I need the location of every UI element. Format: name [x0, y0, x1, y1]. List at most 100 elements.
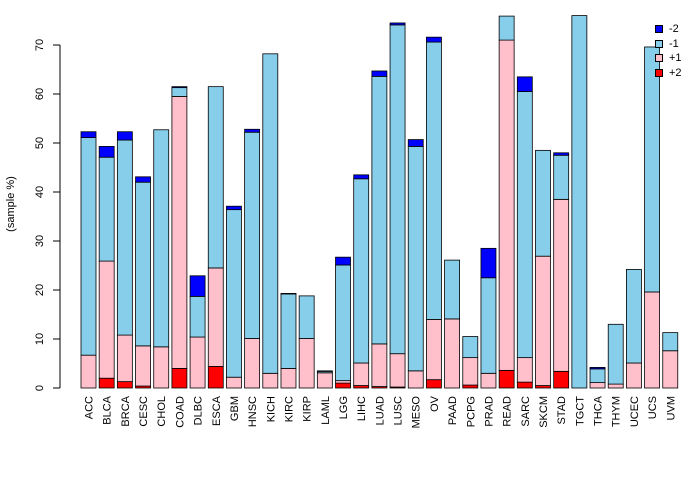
bar-segment-ov-minus1	[426, 41, 442, 320]
bar-segment-blca-plus2	[98, 377, 115, 389]
bar-segment-lusc-minus1	[389, 24, 406, 355]
legend-label: +1	[669, 52, 682, 65]
bar-segment-lihc-plus1	[353, 362, 370, 386]
x-tick-label-dlbc: DLBC	[193, 396, 205, 425]
bar-segment-lgg-minus1	[335, 264, 351, 382]
bar-segment-brca-minus2	[116, 131, 133, 141]
bar-segment-thca-minus2	[589, 367, 606, 370]
bar-segment-coad-minus2	[171, 86, 188, 89]
x-tick-label-gbm: GBM	[229, 396, 241, 421]
bar-segment-ucs-minus1	[644, 46, 660, 293]
bar-segment-sarc-plus1	[516, 357, 533, 383]
x-tick-label-meso: MESO	[411, 396, 423, 429]
y-tick-label: 60	[34, 88, 46, 100]
bar-segment-sarc-minus2	[516, 76, 533, 92]
bar-segment-ucec-plus1	[626, 362, 642, 389]
legend: -2 -1 +1 +2	[655, 22, 682, 80]
bar-segment-pcpg-plus2	[462, 384, 479, 389]
bar-segment-hnsc-minus1	[244, 131, 261, 339]
x-tick-label-tgct: TGCT	[574, 396, 586, 426]
bar-segment-chol-minus1	[153, 129, 170, 348]
bar-segment-dlbc-plus1	[189, 336, 206, 389]
bar-segment-laml-plus1	[316, 372, 333, 389]
bar-segment-cesc-plus1	[135, 345, 151, 387]
bar-segment-ucec-minus1	[626, 269, 642, 364]
bar-segment-ov-plus2	[426, 379, 442, 389]
x-tick-label-prad: PRAD	[483, 396, 495, 427]
legend-item: -1	[655, 37, 682, 52]
x-axis-labels: ACC BLCA BRCA CESC CHOL COAD DLBC ESCA GBM HNSC KI…	[84, 395, 678, 428]
bar-segment-lgg-plus2	[335, 382, 351, 389]
bar-segment-chol-plus1	[153, 346, 170, 389]
bar-segment-gbm-minus2	[226, 205, 242, 211]
legend-swatch	[655, 68, 663, 77]
legend-item: +1	[655, 51, 682, 66]
bar-segment-kich-plus1	[262, 372, 279, 389]
x-tick-label-acc: ACC	[84, 396, 96, 419]
x-tick-label-sarc: SARC	[520, 396, 532, 427]
legend-label: -1	[669, 37, 679, 50]
bar-segment-meso-plus1	[407, 370, 424, 389]
legend-item: -2	[655, 22, 682, 37]
x-tick-label-lihc: LIHC	[356, 396, 368, 421]
legend-swatch	[655, 54, 663, 63]
bar-segment-meso-minus2	[407, 139, 424, 147]
bar-segment-ov-plus1	[426, 318, 442, 381]
y-tick-label: 40	[34, 186, 46, 198]
x-tick-label-ucec: UCEC	[629, 396, 641, 427]
x-tick-label-ov: OV	[429, 395, 441, 412]
x-tick-label-coad: COAD	[174, 396, 186, 428]
legend-swatch	[655, 25, 663, 34]
bar-segment-prad-minus2	[480, 247, 497, 279]
bar-segment-meso-minus1	[407, 146, 424, 372]
bar-segment-brca-plus1	[116, 334, 133, 383]
bar-segment-dlbc-minus1	[189, 295, 206, 338]
x-tick-label-brca: BRCA	[120, 395, 132, 426]
bar-segment-brca-minus1	[116, 139, 133, 336]
bar-segment-stad-minus1	[553, 154, 570, 200]
bar-segment-esca-plus1	[207, 267, 224, 367]
bar-segment-paad-minus1	[444, 259, 461, 320]
bar-segment-read-minus1	[498, 15, 515, 41]
bar-segment-acc-minus2	[80, 131, 97, 139]
y-tick-label: 0	[34, 385, 46, 391]
x-tick-label-kirp: KIRP	[302, 396, 314, 422]
bar-segment-uvm-minus1	[662, 332, 679, 352]
bar-segment-coad-plus2	[171, 367, 188, 389]
bar-segment-lusc-minus2	[389, 22, 406, 26]
bar-segment-read-plus2	[498, 369, 515, 389]
bar-segment-ucs-plus1	[644, 291, 660, 389]
bar-segment-prad-plus1	[480, 372, 497, 389]
bar-segment-kirc-minus1	[280, 293, 297, 369]
bar-segment-luad-plus1	[371, 343, 388, 387]
y-tick-label: 20	[34, 284, 46, 296]
y-axis-label: (sample %)	[5, 176, 17, 232]
bar-segment-coad-minus1	[171, 87, 188, 97]
x-tick-label-uvm: UVM	[665, 396, 677, 420]
x-tick-label-stad: STAD	[556, 396, 568, 425]
x-tick-label-hnsc: HNSC	[247, 396, 259, 427]
legend-label: +2	[669, 66, 682, 79]
bar-segment-lihc-minus2	[353, 174, 370, 180]
bar-segment-blca-plus1	[98, 260, 115, 379]
bar-segment-pcpg-minus1	[462, 336, 479, 359]
y-tick-label: 70	[34, 39, 46, 51]
bar-segment-prad-minus1	[480, 277, 497, 374]
x-tick-label-cesc: CESC	[138, 396, 150, 427]
bar-segment-uvm-plus1	[662, 350, 679, 389]
bar-segment-esca-plus2	[207, 366, 224, 389]
legend-swatch	[655, 39, 663, 48]
bar-segment-hnsc-plus1	[244, 338, 261, 389]
legend-label: -2	[669, 23, 679, 36]
x-tick-label-paad: PAAD	[447, 396, 459, 425]
x-tick-label-read: READ	[502, 396, 514, 427]
x-tick-label-chol: CHOL	[156, 396, 168, 427]
bar-segment-lusc-plus1	[389, 353, 406, 388]
bar-segment-skcm-plus1	[535, 255, 551, 386]
bar-segment-kirc-plus1	[280, 367, 297, 389]
bar-segment-luad-minus2	[371, 70, 388, 77]
bar-segment-cesc-minus1	[135, 181, 151, 347]
bar-segment-thym-minus1	[607, 323, 624, 385]
x-tick-label-thym: THYM	[611, 396, 623, 427]
bar-segment-thym-plus1	[607, 383, 624, 389]
